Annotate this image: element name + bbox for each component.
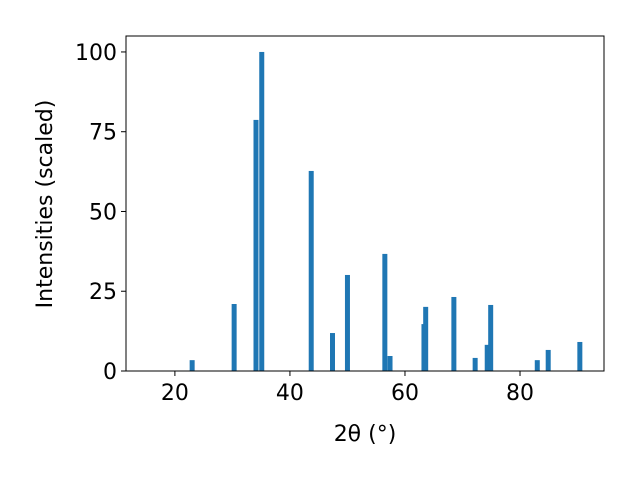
- bar: [253, 119, 259, 372]
- y-tick-label: 75: [89, 121, 117, 146]
- bar: [387, 356, 393, 371]
- x-tick-label: 60: [391, 381, 419, 406]
- bar: [344, 274, 350, 371]
- bar: [451, 296, 457, 371]
- x-tick-label: 80: [506, 381, 534, 406]
- bar: [308, 170, 314, 371]
- bar: [382, 253, 388, 371]
- bar: [472, 357, 478, 371]
- bar: [259, 51, 265, 371]
- bar: [577, 341, 583, 371]
- y-axis-label: Intensities (scaled): [33, 100, 58, 309]
- y-tick-label: 50: [89, 200, 117, 225]
- x-axis-label: 2θ (°): [334, 422, 397, 447]
- y-tick-label: 100: [75, 41, 117, 66]
- x-tick-label: 40: [276, 381, 304, 406]
- x-tick-label: 20: [161, 381, 189, 406]
- y-tick-label: 0: [103, 360, 117, 385]
- bar: [231, 304, 237, 371]
- bar: [423, 306, 429, 371]
- bar: [545, 349, 551, 371]
- bar: [488, 304, 494, 371]
- bar: [484, 344, 490, 371]
- plot-frame: [125, 35, 605, 372]
- bar: [534, 360, 540, 371]
- y-tick-label: 25: [89, 280, 117, 305]
- bar: [330, 333, 336, 371]
- bar: [189, 360, 195, 371]
